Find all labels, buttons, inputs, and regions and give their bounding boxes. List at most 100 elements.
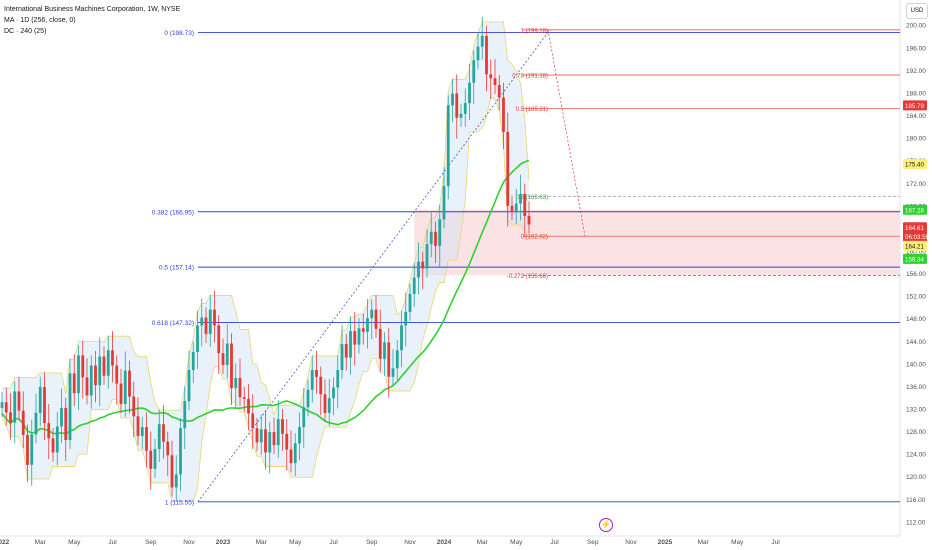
candle-body: [242, 397, 246, 399]
price-tag-bg-6: [903, 253, 927, 264]
candle-body: [446, 105, 450, 187]
candle-body: [166, 441, 170, 456]
candle-body: [510, 205, 514, 211]
candle-body: [429, 231, 433, 245]
x-tick-label: Jul: [108, 539, 117, 546]
candle-body: [0, 402, 4, 408]
candle-body: [13, 391, 17, 423]
x-tick-label: Mar: [256, 539, 268, 546]
candle-body: [234, 377, 238, 389]
fib-short-label-0: 1 (199.18): [521, 28, 548, 34]
fib-level-label-0: 0 (198.73): [164, 30, 194, 37]
candle-body: [289, 449, 293, 464]
candle-body: [72, 373, 76, 394]
candle-body: [225, 343, 229, 365]
candle-body: [357, 328, 361, 345]
candle-body: [434, 231, 437, 246]
candle-body: [145, 427, 148, 451]
candle-body: [230, 343, 233, 389]
legend-title: International Business Machines Corporat…: [4, 6, 181, 13]
candle-body: [502, 97, 505, 132]
candle-body: [421, 261, 425, 269]
candle-body: [527, 215, 531, 225]
candle-body: [98, 356, 102, 386]
candle-body: [77, 355, 80, 394]
candle-body: [455, 93, 459, 118]
candle-body: [247, 398, 250, 414]
fib-level-label-3: 0.618 (147.32): [152, 320, 194, 327]
candle-body: [489, 74, 493, 79]
y-tick-label: 156.00: [906, 271, 926, 278]
candle-body: [68, 373, 72, 441]
y-tick-label: 152.00: [906, 294, 926, 301]
legend-ma[interactable]: MA · 1D (256, close, 0): [4, 17, 76, 24]
candle-body: [85, 377, 89, 396]
candle-body: [408, 293, 412, 312]
legend-dc[interactable]: DC · 240 (25): [4, 28, 47, 35]
fib-short-label-3: 0.5 (169.63): [516, 195, 548, 201]
price-tag-2: 167.28: [905, 207, 924, 214]
y-tick-label: 144.00: [906, 339, 926, 346]
chart-legend: International Business Machines Corporat…: [4, 4, 180, 37]
candle-body: [106, 350, 110, 376]
price-tag-5: 164.21: [905, 243, 924, 250]
fib-level-label-1: 0.382 (166.95): [152, 209, 194, 216]
candle-body: [187, 370, 191, 402]
currency-button[interactable]: USD: [906, 3, 928, 19]
candle-body: [115, 365, 119, 384]
lightning-icon[interactable]: ⚡: [599, 518, 613, 532]
candle-body: [174, 474, 178, 488]
y-tick-label: 184.00: [906, 113, 926, 120]
candle-body: [94, 365, 97, 386]
candle-body: [327, 398, 331, 413]
donchian-upper: [2, 21, 530, 416]
candle-body: [111, 350, 114, 366]
y-tick-label: 124.00: [906, 452, 926, 459]
x-tick-label: Nov: [404, 539, 416, 546]
candle-body: [204, 317, 208, 334]
x-tick-label: 2025: [658, 539, 673, 546]
x-tick-label: Mar: [35, 539, 47, 546]
y-tick-label: 120.00: [906, 474, 926, 481]
y-tick-label: 180.00: [906, 136, 926, 143]
price-tag-0: 185.79: [905, 103, 924, 110]
candle-body: [170, 455, 174, 488]
candle-body: [281, 419, 284, 434]
candle-body: [395, 350, 399, 369]
candle-body: [196, 325, 199, 352]
candle-body: [200, 317, 204, 326]
candle-body: [149, 450, 153, 469]
candle-body: [30, 434, 34, 465]
candle-body: [191, 351, 195, 371]
fib-short-label-2: 0.5 (185.21): [516, 107, 548, 113]
candle-body: [183, 401, 187, 429]
y-tick-label: 112.00: [906, 519, 926, 526]
price-tag-bg-1: [903, 159, 927, 170]
candle-body: [506, 131, 510, 206]
price-tag-bg-3: [903, 222, 927, 233]
candle-body: [17, 391, 21, 411]
candle-body: [153, 449, 157, 469]
x-tick-label: Sep: [366, 539, 378, 546]
y-tick-label: 128.00: [906, 429, 926, 436]
candle-body: [493, 78, 497, 86]
candle-body: [179, 428, 182, 475]
y-tick-label: 148.00: [906, 316, 926, 323]
fib-level-label-2: 0.5 (157.14): [159, 265, 194, 272]
price-tag-bg-2: [903, 204, 927, 215]
candle-body: [476, 46, 480, 61]
candle-body: [34, 412, 38, 435]
candle-body: [425, 244, 429, 269]
candle-body: [310, 370, 314, 390]
candle-body: [26, 434, 29, 465]
candle-body: [366, 318, 369, 332]
ma-line: [1, 159, 530, 435]
candle-body: [47, 423, 51, 439]
candle-body: [400, 325, 403, 351]
y-tick-label: 192.00: [906, 68, 926, 75]
candle-body: [221, 353, 225, 365]
candle-body: [119, 383, 123, 404]
candle-body: [374, 309, 378, 329]
price-tag-3: 164.61: [905, 225, 924, 232]
